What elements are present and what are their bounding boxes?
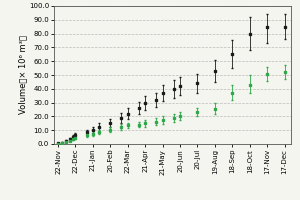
Y-axis label: Volume（× 10⁶ m³）: Volume（× 10⁶ m³） [19,36,28,114]
